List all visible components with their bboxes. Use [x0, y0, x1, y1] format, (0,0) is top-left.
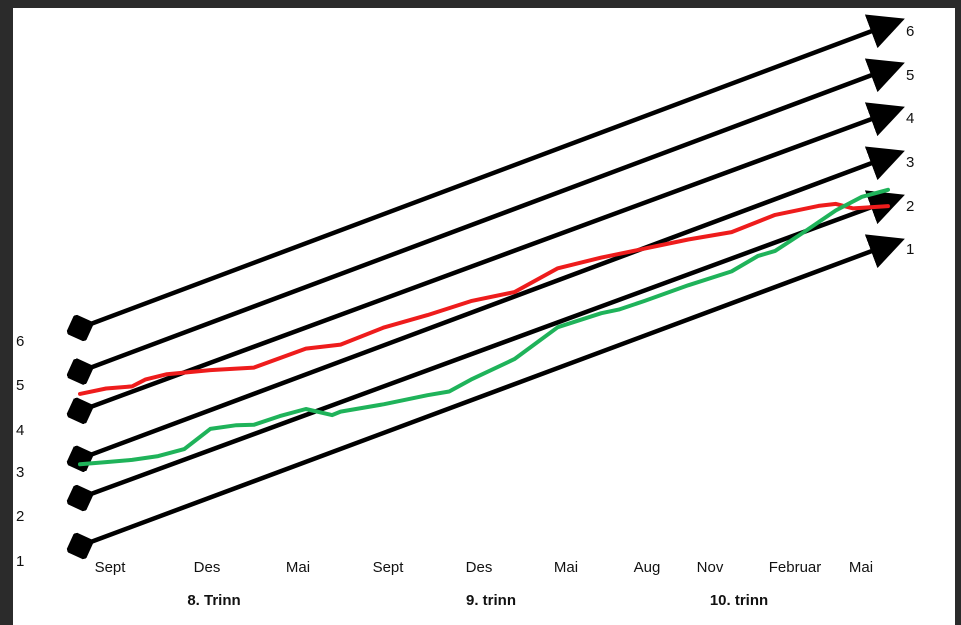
right-level-2: 2	[906, 198, 914, 215]
left-level-1: 1	[16, 553, 24, 570]
x-tick-label: Mai	[554, 559, 578, 576]
grade-label-8: 8. Trinn	[187, 592, 240, 609]
series-line-2	[78, 187, 890, 467]
x-tick-label: Sept	[373, 559, 405, 576]
reference-line-3	[80, 157, 888, 459]
right-level-4: 4	[906, 110, 914, 127]
right-level-6: 6	[906, 23, 914, 40]
reference-line-4	[80, 113, 888, 411]
right-level-labels: 1 2 3 4 5 6	[906, 23, 914, 258]
x-tick-label: Des	[466, 559, 493, 576]
x-tick-label: Februar	[769, 559, 822, 576]
reference-line-6	[80, 25, 888, 328]
x-tick-label: Mai	[849, 559, 873, 576]
x-tick-label: Aug	[634, 559, 661, 576]
left-level-6: 6	[16, 333, 24, 350]
x-tick-label: Nov	[697, 559, 724, 576]
reference-line-2	[80, 201, 888, 498]
left-level-labels: 1 2 3 4 5 6	[16, 333, 24, 570]
series-line-1	[78, 201, 890, 396]
left-level-3: 3	[16, 464, 24, 481]
grade-labels: 8. Trinn 9. trinn 10. trinn	[187, 592, 768, 609]
right-level-1: 1	[906, 241, 914, 258]
left-level-5: 5	[16, 377, 24, 394]
right-level-3: 3	[906, 154, 914, 171]
x-tick-label: Sept	[95, 559, 127, 576]
grade-label-10: 10. trinn	[710, 592, 768, 609]
reference-lines	[80, 25, 888, 546]
left-level-2: 2	[16, 508, 24, 525]
left-level-4: 4	[16, 422, 24, 439]
reference-line-1	[80, 245, 888, 546]
x-tick-label: Des	[194, 559, 221, 576]
right-level-5: 5	[906, 67, 914, 84]
chart-frame: 1 2 3 4 5 6 1 2 3 4 5 6 Sept Des Mai Sep…	[13, 8, 955, 625]
x-tick-labels: Sept Des Mai Sept Des Mai Aug Nov Februa…	[95, 559, 874, 576]
grade-label-9: 9. trinn	[466, 592, 516, 609]
x-tick-label: Mai	[286, 559, 310, 576]
series-lines	[78, 187, 890, 467]
learning-progress-chart: 1 2 3 4 5 6 1 2 3 4 5 6 Sept Des Mai Sep…	[16, 8, 914, 609]
